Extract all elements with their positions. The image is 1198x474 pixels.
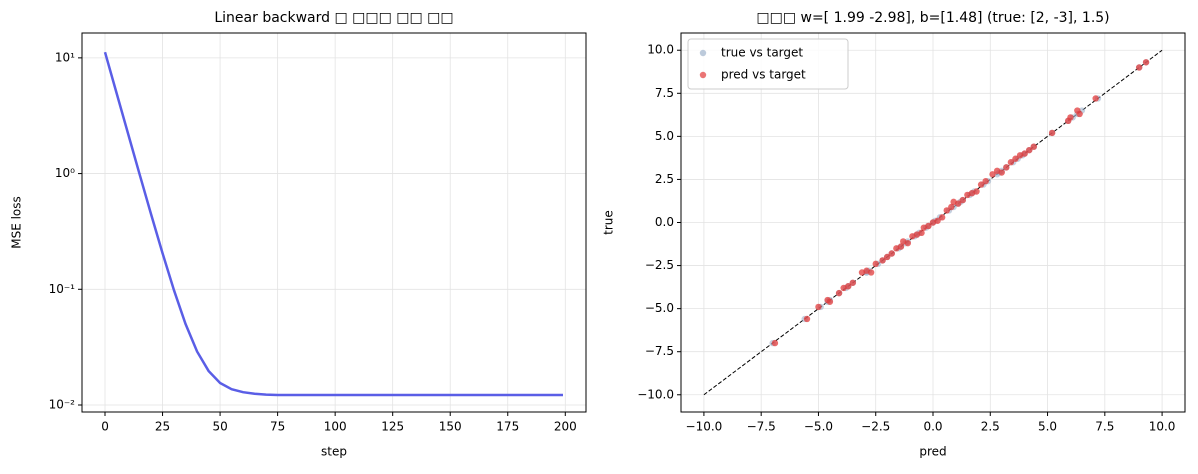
x-tick-label: 150 bbox=[439, 420, 462, 434]
scatter-point bbox=[845, 283, 852, 290]
y-tick-label: 10⁻² bbox=[49, 398, 76, 412]
scatter-point bbox=[835, 289, 843, 297]
scatter-point bbox=[883, 253, 891, 261]
y-tick-label: −5.0 bbox=[645, 301, 674, 315]
x-tick-label: 2.5 bbox=[981, 420, 1000, 434]
chart-title: □□□ w=[ 1.99 -2.98], b=[1.48] (true: [2,… bbox=[756, 10, 1109, 26]
x-tick-label: −10.0 bbox=[686, 420, 723, 434]
scatter-point bbox=[1021, 150, 1028, 157]
scatter-point bbox=[938, 214, 946, 221]
chart-title: Linear backward □ □□□ □□ □□ bbox=[214, 10, 453, 26]
axes-frame bbox=[81, 32, 587, 413]
scatter-point bbox=[826, 298, 834, 305]
scatter-point bbox=[897, 243, 905, 250]
scatter-point bbox=[1092, 95, 1099, 102]
y-tick-label: 10⁻¹ bbox=[49, 282, 76, 296]
x-tick-label: −7.5 bbox=[747, 420, 776, 434]
scatter-point bbox=[982, 177, 989, 185]
scatter-point bbox=[879, 257, 886, 264]
y-tick-label: 10.0 bbox=[647, 43, 674, 57]
x-tick-label: 175 bbox=[496, 420, 519, 434]
scatter-point bbox=[904, 239, 911, 247]
scatter-point bbox=[1030, 143, 1038, 150]
plot-area bbox=[703, 49, 1163, 396]
y-tick-label: −2.5 bbox=[645, 258, 674, 272]
scatter-point bbox=[998, 169, 1005, 176]
scatter-point bbox=[1135, 64, 1143, 71]
y-tick-label: −7.5 bbox=[645, 344, 674, 358]
scatter-point bbox=[989, 171, 996, 178]
x-tick-label: 10.0 bbox=[1149, 420, 1176, 434]
y-tick-label: 7.5 bbox=[655, 86, 674, 100]
x-tick-label: 100 bbox=[324, 420, 347, 434]
scatter-point bbox=[815, 303, 822, 311]
scatter-point bbox=[925, 222, 932, 230]
subplot: −10.0 −7.5 −5.0 −2.5 0.0 2.5 5.0 7.5 10.0 −10.0 −7… bbox=[602, 10, 1186, 459]
plot-area bbox=[103, 51, 563, 397]
diagonal-line bbox=[703, 49, 1163, 396]
y-tick-label: 5.0 bbox=[655, 129, 674, 143]
scatter-point bbox=[948, 203, 955, 211]
x-tick-label: 0 bbox=[101, 420, 109, 434]
y-tick-label: 2.5 bbox=[655, 172, 674, 186]
y-tick-label: −10.0 bbox=[637, 387, 674, 401]
legend-box bbox=[687, 38, 849, 90]
x-tick-label: 75 bbox=[270, 420, 285, 434]
axes-frame bbox=[680, 32, 1186, 413]
scatter-point bbox=[959, 196, 966, 204]
x-tick-label: −2.5 bbox=[861, 420, 890, 434]
scatter-point bbox=[1076, 110, 1083, 118]
scatter-point bbox=[849, 279, 857, 286]
scatter-point bbox=[1048, 129, 1056, 137]
x-axis-label: step bbox=[321, 445, 347, 459]
y-axis-label: MSE loss bbox=[10, 196, 24, 249]
scatter-point bbox=[934, 217, 941, 224]
scatter-point bbox=[973, 188, 980, 195]
scatter-point bbox=[1003, 164, 1010, 171]
scatter-point bbox=[867, 269, 875, 276]
scatter-point bbox=[771, 339, 779, 347]
x-tick-label: 0.0 bbox=[923, 420, 942, 434]
y-tick-label: 10⁰ bbox=[55, 166, 75, 180]
legend-label: pred vs target bbox=[721, 68, 806, 82]
loss-line bbox=[103, 51, 563, 397]
legend-marker bbox=[699, 49, 707, 57]
scatter-point bbox=[803, 315, 811, 323]
x-tick-label: 125 bbox=[381, 420, 404, 434]
legend-label: true vs target bbox=[721, 46, 803, 60]
x-tick-label: 50 bbox=[212, 420, 227, 434]
scatter-point bbox=[1026, 146, 1033, 154]
y-tick-label: 0.0 bbox=[655, 215, 674, 229]
scatter-point bbox=[1142, 59, 1150, 66]
scatter-point bbox=[955, 200, 962, 207]
scatter-point bbox=[977, 181, 985, 188]
x-tick-label: 7.5 bbox=[1095, 420, 1114, 434]
y-tick-label: 10¹ bbox=[55, 50, 75, 64]
scatter-point bbox=[1007, 159, 1015, 166]
scatter-point bbox=[872, 260, 879, 268]
x-tick-label: 5.0 bbox=[1038, 420, 1057, 434]
x-axis-label: pred bbox=[919, 445, 946, 459]
y-axis-label: true bbox=[602, 210, 616, 235]
scatter-point bbox=[943, 207, 950, 214]
scatter-point bbox=[918, 229, 925, 237]
legend-marker bbox=[699, 71, 707, 79]
subplot: 0 25 50 75 100 125 150 175 200 10⁻² 10⁻¹ 10⁰ 10¹ Line… bbox=[10, 10, 587, 459]
x-tick-label: 200 bbox=[554, 420, 577, 434]
x-tick-label: 25 bbox=[155, 420, 170, 434]
scatter-point bbox=[1067, 114, 1074, 121]
x-tick-label: −5.0 bbox=[804, 420, 833, 434]
scatter-point bbox=[888, 250, 895, 257]
scatter-point bbox=[1012, 155, 1019, 162]
